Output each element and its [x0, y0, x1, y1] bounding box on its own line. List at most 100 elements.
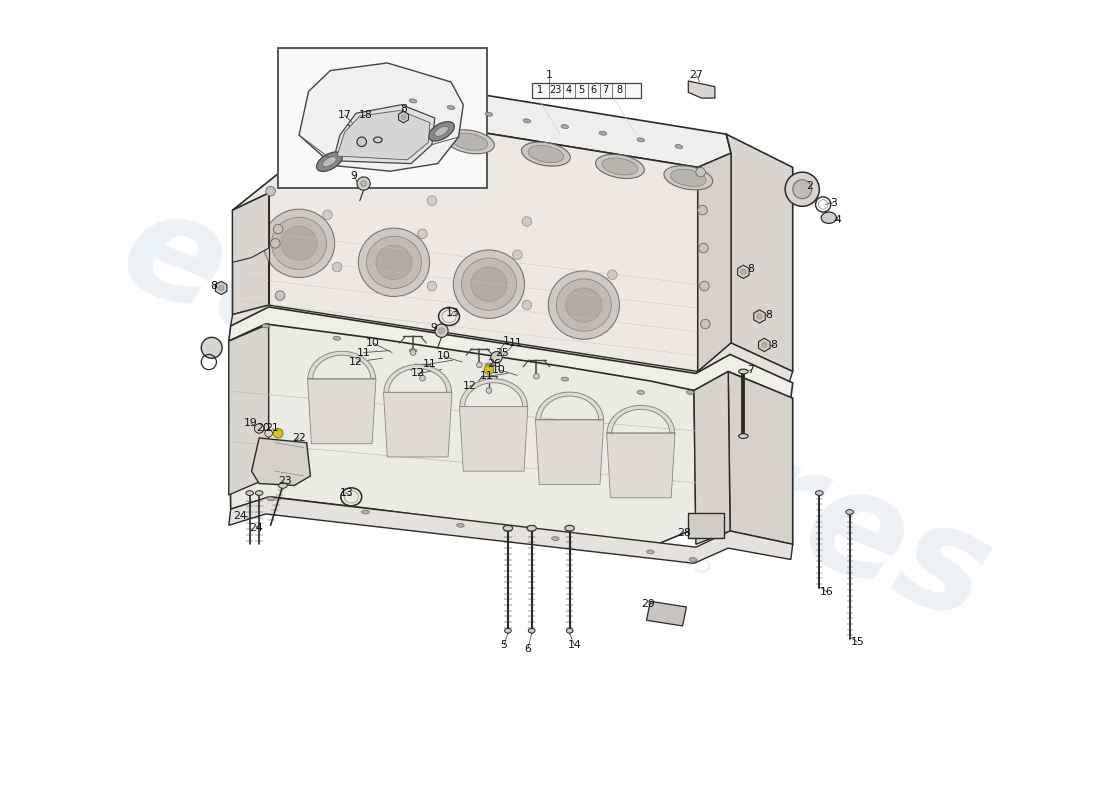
Ellipse shape	[434, 126, 449, 136]
Ellipse shape	[664, 166, 713, 190]
Circle shape	[402, 114, 406, 119]
Circle shape	[698, 243, 708, 253]
Text: 22: 22	[293, 433, 306, 443]
Circle shape	[793, 180, 812, 198]
Text: 10: 10	[366, 338, 379, 348]
Ellipse shape	[366, 236, 421, 289]
Ellipse shape	[565, 288, 602, 322]
Text: 12: 12	[349, 357, 363, 367]
Ellipse shape	[409, 99, 417, 103]
Text: 10: 10	[492, 365, 505, 374]
Polygon shape	[232, 96, 697, 386]
Ellipse shape	[453, 250, 525, 318]
Text: 17: 17	[338, 110, 352, 120]
Text: 11: 11	[480, 371, 494, 382]
Polygon shape	[333, 105, 435, 163]
Text: 11: 11	[424, 359, 437, 369]
Text: 11: 11	[356, 347, 371, 358]
Circle shape	[427, 196, 437, 206]
Ellipse shape	[524, 119, 530, 123]
Circle shape	[701, 319, 711, 329]
Circle shape	[486, 388, 492, 394]
Ellipse shape	[461, 258, 517, 310]
Text: 8: 8	[770, 340, 778, 350]
Ellipse shape	[521, 142, 570, 166]
Polygon shape	[694, 371, 730, 544]
Circle shape	[522, 217, 531, 226]
Polygon shape	[308, 379, 376, 444]
Ellipse shape	[637, 138, 645, 142]
Text: 9: 9	[430, 323, 438, 333]
Polygon shape	[536, 420, 604, 485]
Polygon shape	[726, 134, 793, 371]
Polygon shape	[460, 406, 528, 471]
Ellipse shape	[485, 112, 493, 116]
Circle shape	[740, 269, 746, 274]
Text: 8: 8	[766, 310, 772, 319]
Text: 4: 4	[565, 86, 572, 95]
Text: 21: 21	[265, 423, 279, 434]
Circle shape	[274, 429, 283, 438]
Circle shape	[271, 238, 281, 248]
Ellipse shape	[846, 510, 854, 514]
Text: 29: 29	[641, 599, 656, 609]
Text: 18: 18	[359, 110, 373, 120]
Circle shape	[476, 362, 482, 368]
Text: 20: 20	[256, 423, 270, 434]
Ellipse shape	[686, 390, 694, 394]
Text: 1: 1	[537, 86, 543, 95]
Polygon shape	[647, 602, 686, 626]
Text: 23: 23	[549, 86, 562, 95]
Text: 8: 8	[210, 281, 217, 291]
Circle shape	[201, 338, 222, 358]
Polygon shape	[536, 392, 604, 420]
Text: 16: 16	[820, 586, 834, 597]
Ellipse shape	[527, 526, 537, 531]
Text: 2: 2	[806, 182, 813, 191]
Polygon shape	[754, 310, 766, 323]
Text: 7: 7	[748, 365, 755, 374]
Polygon shape	[689, 81, 715, 98]
Text: a passion for parts since 1985: a passion for parts since 1985	[318, 398, 717, 582]
Polygon shape	[460, 379, 528, 406]
Circle shape	[785, 172, 820, 206]
Text: 24: 24	[233, 511, 248, 521]
Circle shape	[696, 167, 705, 177]
Text: 14: 14	[568, 640, 581, 650]
Polygon shape	[375, 82, 732, 167]
Text: 13: 13	[340, 488, 353, 498]
Ellipse shape	[409, 349, 417, 353]
Bar	[278, 48, 487, 188]
Circle shape	[522, 300, 531, 310]
Ellipse shape	[448, 106, 454, 110]
Ellipse shape	[565, 526, 574, 531]
Ellipse shape	[822, 212, 836, 223]
Circle shape	[434, 324, 448, 338]
Text: 12: 12	[410, 369, 425, 378]
Circle shape	[761, 342, 767, 347]
Circle shape	[697, 206, 707, 215]
Text: 9: 9	[351, 171, 358, 181]
Ellipse shape	[263, 209, 334, 278]
Text: 8: 8	[616, 86, 623, 95]
Text: 13: 13	[446, 308, 460, 318]
Ellipse shape	[374, 137, 382, 142]
Ellipse shape	[362, 510, 370, 514]
Ellipse shape	[602, 158, 638, 175]
Circle shape	[419, 375, 426, 381]
Ellipse shape	[278, 482, 287, 488]
Ellipse shape	[595, 154, 645, 178]
Circle shape	[265, 430, 273, 437]
Text: 28: 28	[678, 528, 692, 538]
Ellipse shape	[505, 628, 512, 633]
Circle shape	[332, 262, 342, 272]
Circle shape	[275, 291, 285, 300]
Text: 24: 24	[250, 523, 263, 533]
Ellipse shape	[485, 363, 493, 366]
Text: 26: 26	[487, 359, 500, 369]
Ellipse shape	[557, 279, 612, 331]
Text: 7: 7	[603, 86, 608, 95]
Polygon shape	[728, 371, 793, 544]
Polygon shape	[738, 265, 749, 278]
Text: 4: 4	[835, 214, 842, 225]
